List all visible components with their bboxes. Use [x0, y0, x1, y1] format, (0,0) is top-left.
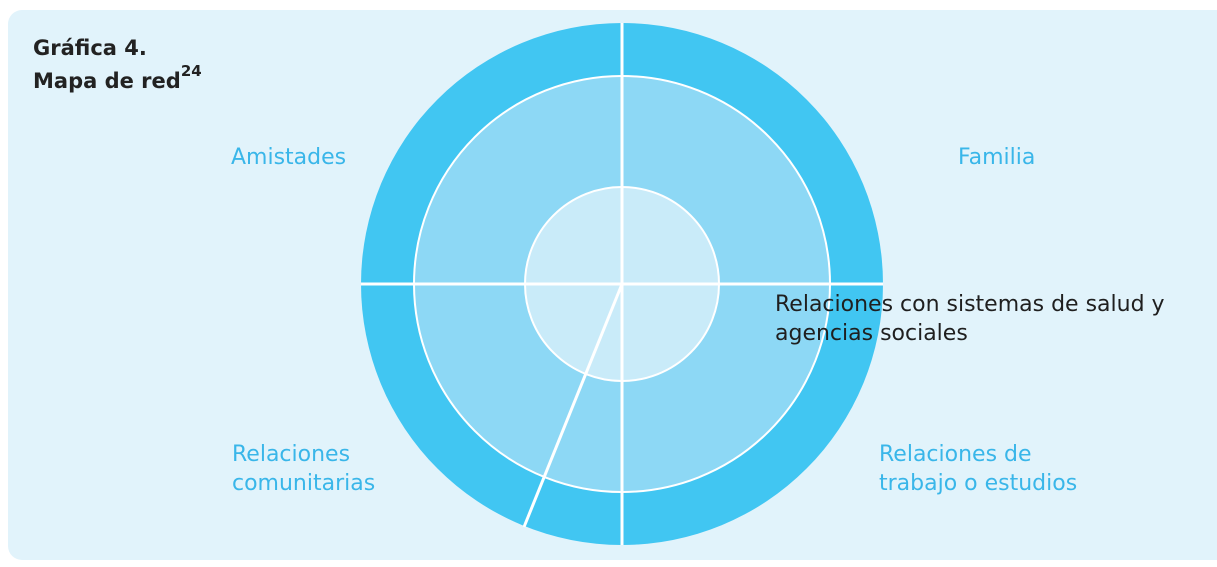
label-trabajo: Relaciones de trabajo o estudios [879, 440, 1077, 498]
figure-title-line1: Gráfica 4. [33, 36, 147, 60]
figure-title-line2: Mapa de red24 [33, 62, 202, 95]
figure-title: Gráfica 4. Mapa de red24 [33, 35, 202, 95]
figure-title-text: Mapa de red [33, 69, 181, 93]
label-comunitarias-line2: comunitarias [232, 471, 376, 496]
sector-divider [522, 283, 624, 528]
label-amistades: Amistades [231, 145, 347, 170]
label-trabajo-line2: trabajo o estudios [879, 471, 1078, 496]
footnote-marker: 24 [180, 62, 202, 80]
label-trabajo-line1: Relaciones de [879, 442, 1032, 467]
label-comunitarias: Relaciones comunitarias [232, 440, 375, 498]
label-familia: Familia [958, 145, 1036, 170]
label-comunitarias-line1: Relaciones [232, 442, 351, 467]
label-salud-agencias: Relaciones con sistemas de salud y agenc… [775, 290, 1165, 348]
label-salud-line1: Relaciones con sistemas de salud y [775, 292, 1165, 317]
label-salud-line2: agencias sociales [775, 321, 968, 346]
